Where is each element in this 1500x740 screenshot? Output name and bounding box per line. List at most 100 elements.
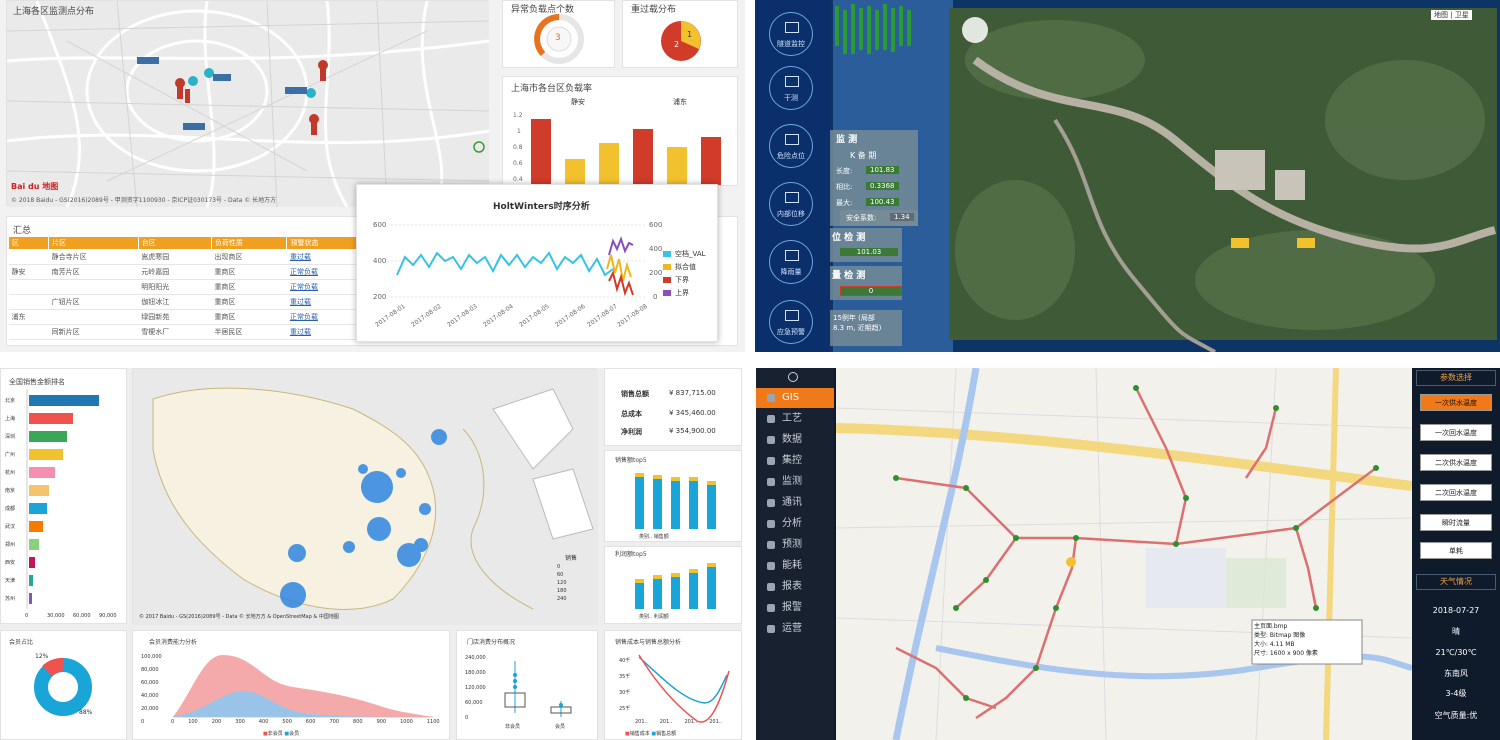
member-ability-panel: 会员消费能力分析 100,000 80,000 60,000 40,000 20,000… bbox=[132, 630, 450, 740]
menu-item-ops[interactable]: 运营 bbox=[756, 619, 834, 639]
th-load-type[interactable]: 负荷性质 bbox=[210, 236, 288, 250]
gauge-chart bbox=[534, 14, 584, 64]
china-map-panel[interactable]: 销售 0 60 120 180 240 © 2017 Baidu - GS(2016)2… bbox=[132, 368, 598, 625]
weather-wind: 东南风 bbox=[1444, 669, 1468, 678]
map-canvas[interactable] bbox=[6, 0, 490, 208]
weather-temp: 21℃/30℃ bbox=[1435, 648, 1477, 657]
table-row: 广钮片区 伽钮冰江 重商区 重过载 bbox=[8, 294, 363, 310]
side-button-rainfall[interactable]: 降雨量 bbox=[769, 240, 813, 284]
weather-condition: 晴 bbox=[1452, 627, 1460, 636]
svg-text:2017-08-07: 2017-08-07 bbox=[586, 303, 619, 329]
menu-collapse-icon[interactable] bbox=[788, 372, 798, 382]
box-y-axis: 240,000 180,000 120,000 60,000 0 bbox=[465, 655, 486, 721]
menu-item-energy[interactable]: 能耗 bbox=[756, 556, 834, 576]
svg-text:1: 1 bbox=[687, 30, 692, 39]
menu-item-monitor[interactable]: 监测 bbox=[756, 472, 834, 492]
monitor-icon bbox=[785, 192, 799, 203]
cost-sales-lines bbox=[638, 654, 730, 723]
rank-label: 武汉 bbox=[5, 524, 16, 530]
safety-factor: 安全系数: 1.34 bbox=[840, 210, 918, 226]
area-x-axis: 0 100 200 300 400 500 600 700 800 900 1000 1100 bbox=[171, 719, 440, 725]
side-button-alert[interactable]: 应急预警 bbox=[769, 300, 813, 344]
svg-text:1: 1 bbox=[517, 128, 521, 135]
rank-label: 北京 bbox=[5, 398, 16, 404]
param-button-secondary-return[interactable]: 二次回水温度 bbox=[1420, 484, 1492, 501]
th-station[interactable]: 台区 bbox=[137, 236, 212, 250]
menu-item-comm[interactable]: 通讯 bbox=[756, 493, 834, 513]
status-link[interactable]: 正常负载 bbox=[286, 309, 363, 325]
side-button-displacement[interactable]: 内部位移 bbox=[769, 182, 813, 226]
load-rate-title: 上海市各台区负载率 bbox=[511, 84, 593, 94]
line-x-axis: 201.. 201.. 201.. 201.. bbox=[635, 719, 722, 725]
svg-text:2017-08-01: 2017-08-01 bbox=[374, 303, 407, 329]
th-district[interactable]: 区 bbox=[7, 236, 50, 250]
line-y-axis: 40千 35千 30千 25千 bbox=[619, 658, 631, 712]
data-icon bbox=[767, 436, 775, 444]
top5a-title: 销售额top5 bbox=[615, 457, 647, 464]
param-button-consumption[interactable]: 单耗 bbox=[1420, 542, 1492, 559]
rank-axis-0: 0 bbox=[25, 613, 29, 619]
menu-item-data[interactable]: 数据 bbox=[756, 430, 834, 450]
section-displacement: 位 检 测 101.03 bbox=[830, 228, 902, 262]
svg-text:2017-08-06: 2017-08-06 bbox=[554, 303, 587, 329]
gis-satellite-monitor: 隧道监控 干测 危险点位 内部位移 降雨量 应急预警 地图 | 卫星 监 测 K… bbox=[755, 0, 1500, 352]
process-icon bbox=[767, 415, 775, 423]
svg-text:2017-08-04: 2017-08-04 bbox=[482, 303, 515, 329]
gauge-value: 3 bbox=[555, 33, 561, 43]
side-button-tunnel[interactable]: 隧道监控 bbox=[769, 12, 813, 56]
status-link[interactable]: 正常负载 bbox=[286, 279, 363, 295]
svg-text:0.6: 0.6 bbox=[513, 160, 523, 167]
map-copyright: © 2017 Baidu - GS(2016)2089号 - Data © 长地… bbox=[139, 614, 339, 620]
energy-icon bbox=[767, 562, 775, 570]
menu-item-forecast[interactable]: 预测 bbox=[756, 535, 834, 555]
menu-item-gis[interactable]: GIS bbox=[756, 388, 834, 408]
status-link[interactable]: 重过载 bbox=[286, 249, 363, 265]
svg-text:200: 200 bbox=[373, 293, 386, 301]
param-button-primary-return[interactable]: 一次回水温度 bbox=[1420, 424, 1492, 441]
load-rate-panel: 上海市各台区负载率 静安 浦东 1.2 1 0.8 0.6 0.4 bbox=[502, 76, 738, 186]
group-label-jingan: 静安 bbox=[571, 98, 585, 106]
q2-sidebar: 隧道监控 干测 危险点位 内部位移 降雨量 应急预警 bbox=[755, 0, 830, 352]
map-copyright: © 2018 Baidu - GS(2016)2089号 - 甲测资字11009… bbox=[11, 197, 277, 204]
th-area[interactable]: 片区 bbox=[48, 236, 139, 250]
line-legend: ■销售成本 ■销售总额 bbox=[625, 731, 677, 737]
satellite-map[interactable] bbox=[755, 0, 1500, 352]
param-button-primary-supply[interactable]: 一次供水温度 bbox=[1420, 394, 1492, 411]
china-map[interactable] bbox=[133, 369, 598, 625]
table-row: 浦东 绿园新苑 重商区 正常负载 bbox=[8, 309, 363, 325]
map-panel[interactable]: 上海各区监测点分布 Bai du 地图 © 2018 Baidu - GS(20… bbox=[6, 0, 490, 208]
info-label-ratio: 相比: bbox=[836, 183, 853, 191]
info-value-length: 101.83 bbox=[866, 166, 899, 174]
svg-text:2017-08-02: 2017-08-02 bbox=[410, 303, 443, 329]
pie-title: 重过载分布 bbox=[631, 5, 677, 15]
map-type-control[interactable]: 地图 | 卫星 bbox=[1431, 10, 1472, 20]
menu-item-analysis[interactable]: 分析 bbox=[756, 514, 834, 534]
status-link[interactable]: 正常负载 bbox=[286, 264, 363, 280]
network-map[interactable] bbox=[836, 368, 1412, 740]
profit-top5-panel: 利润额top5 类别.. 利润额 bbox=[604, 546, 742, 624]
sales-top5-panel: 销售额top5 类别.. 销售额 bbox=[604, 450, 742, 542]
weather-air-quality: 空气质量:优 bbox=[1434, 711, 1478, 720]
table-row: 同新片区 雪梗水厂 半居民区 重过载 bbox=[8, 324, 363, 340]
th-status[interactable]: 预警状态 bbox=[286, 236, 363, 250]
menu-item-control[interactable]: 集控 bbox=[756, 451, 834, 471]
info-header-1: 监 测 bbox=[836, 135, 858, 145]
member-share-panel: 会员占比 12% 88% bbox=[0, 630, 127, 740]
info-label-max: 最大: bbox=[836, 199, 853, 207]
side-button-danger[interactable]: 危险点位 bbox=[769, 124, 813, 168]
rank-label: 天津 bbox=[5, 578, 16, 584]
side-button-survey[interactable]: 干测 bbox=[769, 66, 813, 110]
status-link[interactable]: 重过载 bbox=[286, 294, 363, 310]
menu-item-report[interactable]: 报表 bbox=[756, 577, 834, 597]
baidu-logo: Bai du 地图 bbox=[11, 182, 59, 191]
param-title: 参数选择 bbox=[1416, 370, 1496, 386]
status-link[interactable]: 重过载 bbox=[286, 324, 363, 340]
section-rainfall: 量 检 测 0 bbox=[830, 266, 902, 300]
param-button-flow[interactable]: 瞬时流量 bbox=[1420, 514, 1492, 531]
svg-text:2017-08-08: 2017-08-08 bbox=[616, 303, 649, 329]
param-button-secondary-supply[interactable]: 二次供水温度 bbox=[1420, 454, 1492, 471]
menu-item-process[interactable]: 工艺 bbox=[756, 409, 834, 429]
summary-table: 区 片区 台区 负荷性质 预警状态 静合寺片区 嵩虎寒园 出现商区 重过载 静安 南芳片… bbox=[7, 236, 363, 340]
menu-item-alarm[interactable]: 报警 bbox=[756, 598, 834, 618]
